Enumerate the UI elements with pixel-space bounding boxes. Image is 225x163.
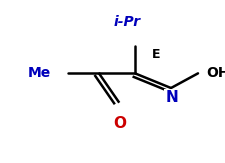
Text: N: N [166, 90, 178, 105]
Text: E: E [152, 48, 161, 61]
Text: Me: Me [28, 66, 51, 80]
Text: i-Pr: i-Pr [114, 15, 141, 29]
Text: OH: OH [206, 66, 225, 80]
Text: O: O [113, 116, 126, 131]
